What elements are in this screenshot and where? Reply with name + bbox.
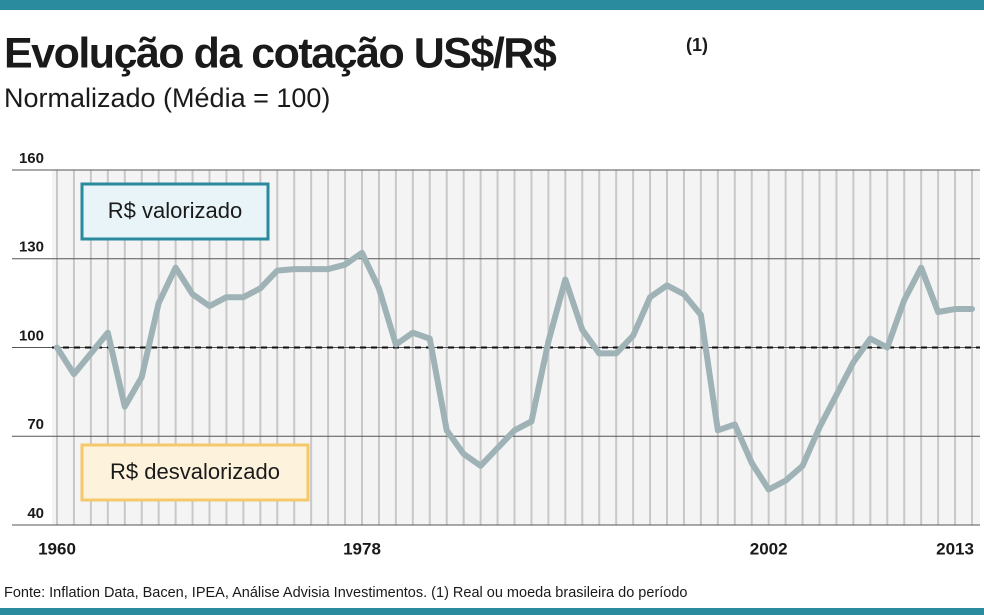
top-stripe xyxy=(0,0,984,10)
y-tick-label: 160 xyxy=(19,150,44,167)
y-tick-label: 130 xyxy=(19,239,44,256)
source-note: Fonte: Inflation Data, Bacen, IPEA, Anál… xyxy=(4,585,688,601)
x-tick-label: 2013 xyxy=(936,539,974,558)
chart-subtitle: Normalizado (Média = 100) xyxy=(4,83,330,113)
bottom-stripe xyxy=(0,608,984,615)
data-line xyxy=(54,249,975,493)
y-tick-label: 70 xyxy=(27,416,44,433)
annotation: R$ desvalorizado xyxy=(110,459,280,484)
title-note: (1) xyxy=(686,35,708,55)
annotation: R$ valorizado xyxy=(108,198,243,223)
x-tick-label: 1978 xyxy=(343,539,381,558)
x-tick-label: 2002 xyxy=(750,539,788,558)
annotation-box xyxy=(80,182,270,241)
y-tick-label: 40 xyxy=(27,505,44,522)
y-tick-label: 100 xyxy=(19,327,44,344)
x-tick-label: 1960 xyxy=(38,539,76,558)
chart-title: Evolução da cotação US$/R$ xyxy=(4,29,557,77)
annotation-box xyxy=(80,443,310,502)
